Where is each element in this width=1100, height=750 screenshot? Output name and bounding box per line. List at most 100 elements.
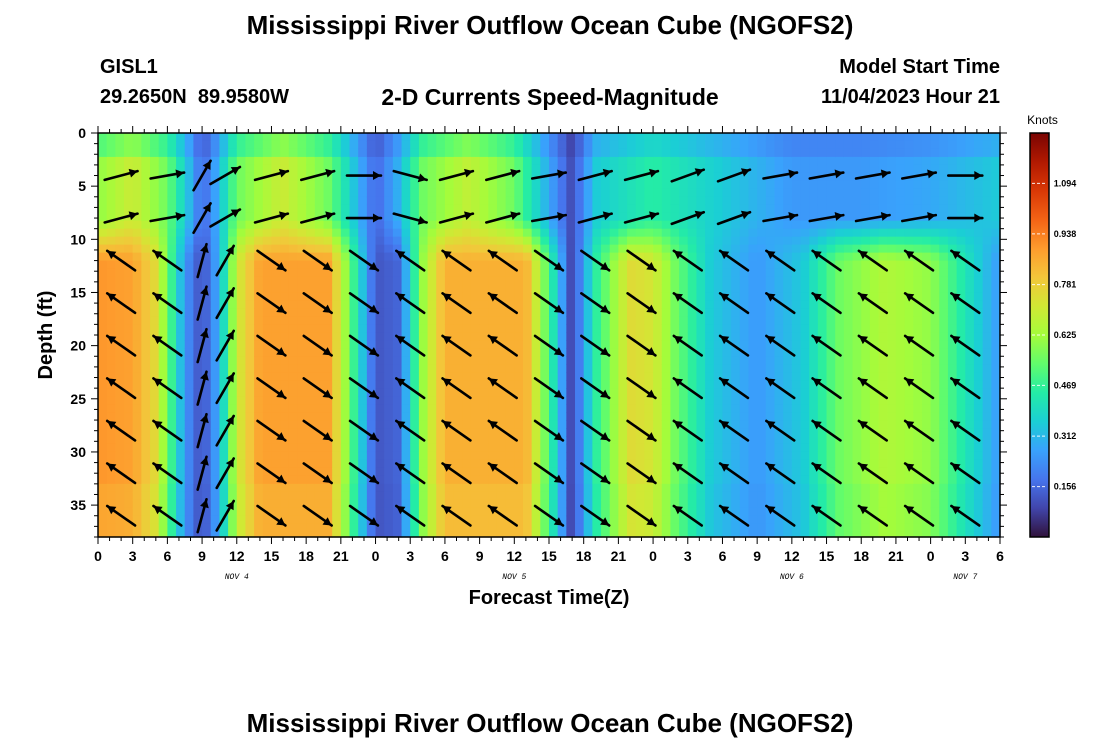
heatmap-cell [696,204,706,214]
heatmap-cell [835,459,845,469]
heatmap-cell [132,451,142,461]
heatmap-cell [297,332,307,341]
heatmap-cell [436,404,446,413]
heatmap-cell [150,204,160,214]
heatmap-cell [202,133,212,142]
heatmap-cell [627,324,637,333]
heatmap-cell [549,180,559,190]
heatmap-cell [713,380,724,389]
heatmap-cell [895,396,906,405]
heatmap-cell [358,356,368,365]
heatmap-cell [323,451,333,461]
heatmap-cell [167,172,177,182]
heatmap-cell [878,196,888,206]
heatmap-cell [757,324,767,333]
heatmap-cell [592,356,602,365]
heatmap-cell [332,420,342,429]
heatmap-cell [895,523,906,533]
heatmap-cell [271,475,281,485]
heatmap-cell [219,316,229,325]
heatmap-cell [800,252,810,262]
heatmap-cell [349,324,359,333]
heatmap-cell [557,396,567,405]
heatmap-cell [115,156,125,166]
heatmap-cell [158,412,168,421]
heatmap-cell [774,451,784,461]
heatmap-cell [288,260,299,270]
heatmap-cell [895,332,906,341]
heatmap-cell [384,284,394,294]
heatmap-cell [739,436,750,445]
heatmap-cell [332,475,342,485]
heatmap-cell [835,180,845,190]
heatmap-cell [835,332,845,341]
heatmap-cell [869,252,880,262]
heatmap-cell [895,260,906,270]
heatmap-cell [479,172,489,182]
heatmap-cell [687,531,698,538]
heatmap-cell [219,204,229,214]
heatmap-cell [254,148,264,158]
heatmap-cell [184,340,194,349]
heatmap-cell [852,276,862,286]
heatmap-cell [757,148,767,158]
heatmap-cell [505,467,515,477]
heatmap-cell [366,531,377,538]
heatmap-cell [878,276,888,286]
heatmap-cell [852,196,862,206]
heatmap-cell [254,236,264,246]
heatmap-cell [228,188,238,198]
heatmap-cell [635,148,645,158]
heatmap-cell [878,507,888,517]
station-id: GISL1 [100,56,158,78]
heatmap-cell [332,451,342,461]
heatmap-cell [453,531,463,538]
heatmap-cell [332,212,342,222]
heatmap-cell [713,204,724,214]
heatmap-cell [436,148,446,158]
heatmap-cell [843,451,854,461]
heatmap-cell [392,324,403,333]
heatmap-cell [705,340,715,349]
heatmap-cell [254,467,264,477]
heatmap-cell [601,436,611,445]
heatmap-cell [739,491,750,501]
heatmap-cell [375,236,385,246]
heatmap-cell [618,148,628,158]
heatmap-cell [791,443,802,453]
heatmap-cell [679,396,689,405]
heatmap-cell [236,316,247,325]
heatmap-cell [800,507,810,517]
heatmap-cell [722,467,732,477]
heatmap-cell [713,428,724,437]
heatmap-cell [592,308,602,317]
heatmap-cell [653,316,663,325]
heatmap-cell [583,164,593,174]
heatmap-cell [748,188,758,198]
heatmap-cell [340,364,351,373]
heatmap-cell [288,388,299,397]
heatmap-cell [895,428,906,437]
heatmap-cell [644,404,654,413]
heatmap-cell [765,404,776,413]
heatmap-cell [861,180,871,190]
heatmap-cell [531,188,541,198]
heatmap-cell [783,380,793,389]
heatmap-cell [583,308,593,317]
heatmap-cell [193,507,203,517]
heatmap-cell [609,244,619,254]
heatmap-cell [522,475,533,485]
heatmap-cell [462,356,472,365]
heatmap-cell [106,428,116,437]
heatmap-cell [783,420,793,429]
chart-title: Mississippi River Outflow Ocean Cube (NG… [246,10,854,40]
heatmap-cell [124,380,134,389]
heatmap-cell [817,404,828,413]
heatmap-cell [479,244,489,254]
heatmap-cell [800,491,810,501]
heatmap-cell [635,404,645,413]
heatmap-cell [167,276,177,286]
heatmap-cell [262,499,273,509]
heatmap-cell [705,228,715,238]
heatmap-cell [150,228,160,238]
